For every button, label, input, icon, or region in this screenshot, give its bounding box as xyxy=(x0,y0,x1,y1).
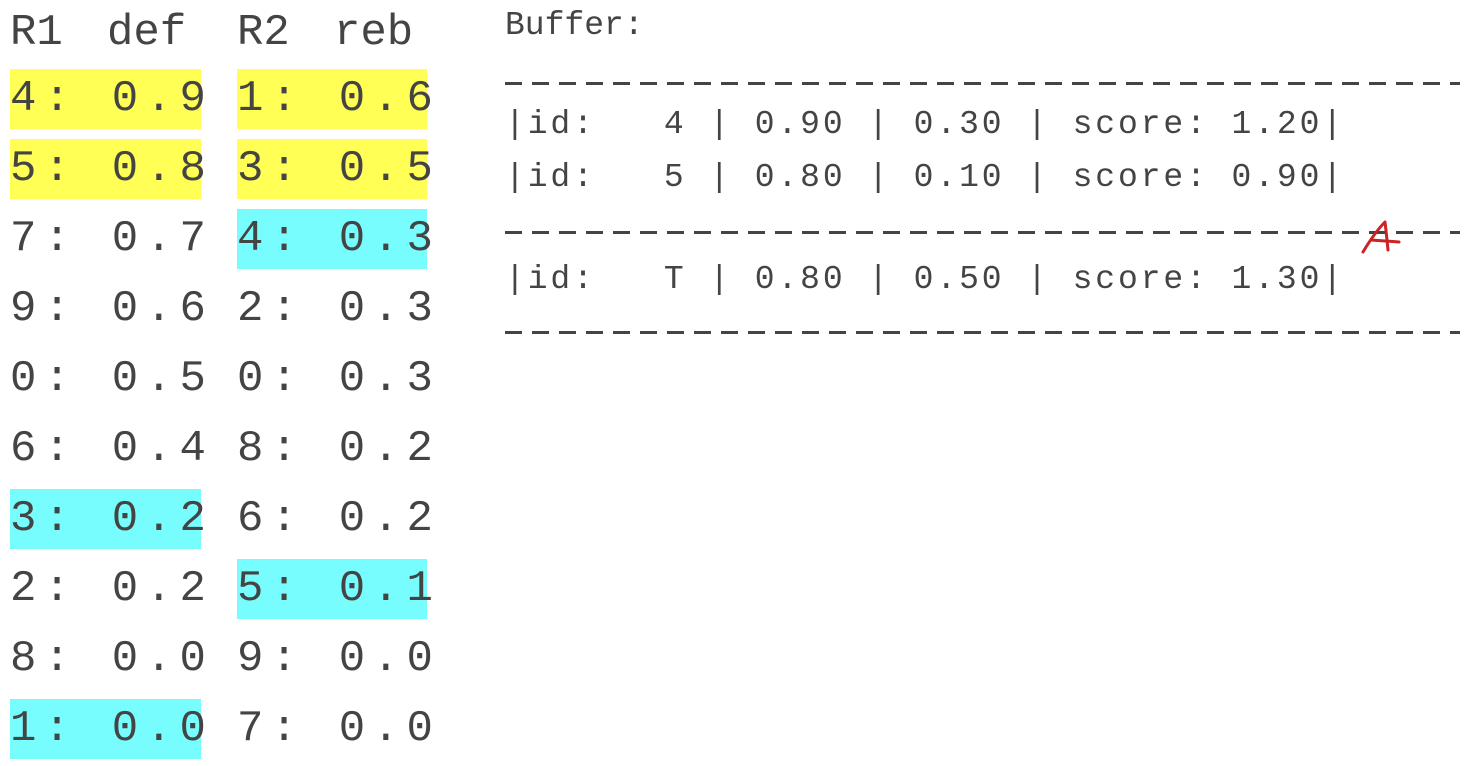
ranked-lists: R1 def R2 reb 4: 0.9 1: 0.6 5: 0.8 3: 0.5 7:… xyxy=(10,0,440,766)
list-row: 9: 0.6 2: 0.3 xyxy=(10,279,440,339)
r2-reb-entry: 3: 0.5 xyxy=(237,139,433,199)
list-row: 0: 0.5 0: 0.3 xyxy=(10,349,440,409)
r2-reb-entry: 1: 0.6 xyxy=(237,69,433,129)
def-header: def xyxy=(107,8,187,58)
list-row: 6: 0.4 8: 0.2 xyxy=(10,419,440,479)
red-handwritten-arrow-icon xyxy=(1361,220,1401,254)
list-row: 1: 0.0 7: 0.0 xyxy=(10,699,440,759)
r1-def-entry: 1: 0.0 xyxy=(10,699,206,759)
list-header: R1 def R2 reb xyxy=(10,8,440,58)
list-row: 4: 0.9 1: 0.6 xyxy=(10,69,440,129)
list-row: 8: 0.0 9: 0.0 xyxy=(10,629,440,689)
r1-def-entry: 6: 0.4 xyxy=(10,424,214,474)
r2-reb-entry: 4: 0.3 xyxy=(237,209,433,269)
r2-reb-entry: 7: 0.0 xyxy=(237,704,441,754)
buffer-threshold-row: |id: T | 0.80 | 0.50 | score: 1.30| xyxy=(505,261,1346,298)
buffer-top-divider xyxy=(505,82,1460,85)
r2-reb-entry: 5: 0.1 xyxy=(237,559,433,619)
buffer-entry-2: |id: 5 | 0.80 | 0.10 | score: 0.90| xyxy=(505,159,1346,196)
r2-reb-entry: 9: 0.0 xyxy=(237,634,441,684)
buffer-bottom-divider xyxy=(505,331,1460,334)
list-row: 3: 0.2 6: 0.2 xyxy=(10,489,440,549)
buffer-panel: Buffer: |id: 4 | 0.90 | 0.30 | score: 1.… xyxy=(505,0,1460,360)
buffer-entry-1: |id: 4 | 0.90 | 0.30 | score: 1.20| xyxy=(505,106,1346,143)
r1-def-entry: 0: 0.5 xyxy=(10,354,214,404)
list-row: 2: 0.2 5: 0.1 xyxy=(10,559,440,619)
buffer-threshold-divider xyxy=(505,231,1460,234)
reb-header: reb xyxy=(334,8,414,58)
r1-def-entry: 9: 0.6 xyxy=(10,284,214,334)
r1-def-entry: 2: 0.2 xyxy=(10,564,214,614)
r2-reb-entry: 2: 0.3 xyxy=(237,284,441,334)
list-row: 5: 0.8 3: 0.5 xyxy=(10,139,440,199)
buffer-title: Buffer: xyxy=(505,7,644,44)
r2-reb-entry: 8: 0.2 xyxy=(237,424,441,474)
r2-reb-entry: 6: 0.2 xyxy=(237,494,441,544)
r1-def-entry: 4: 0.9 xyxy=(10,69,206,129)
r1-def-entry: 5: 0.8 xyxy=(10,139,206,199)
r2-reb-entry: 0: 0.3 xyxy=(237,354,441,404)
list-row: 7: 0.7 4: 0.3 xyxy=(10,209,440,269)
r1-def-entry: 3: 0.2 xyxy=(10,489,206,549)
r1-header: R1 xyxy=(10,8,63,58)
r1-def-entry: 7: 0.7 xyxy=(10,214,214,264)
r1-def-entry: 8: 0.0 xyxy=(10,634,214,684)
r2-header: R2 xyxy=(237,8,290,58)
